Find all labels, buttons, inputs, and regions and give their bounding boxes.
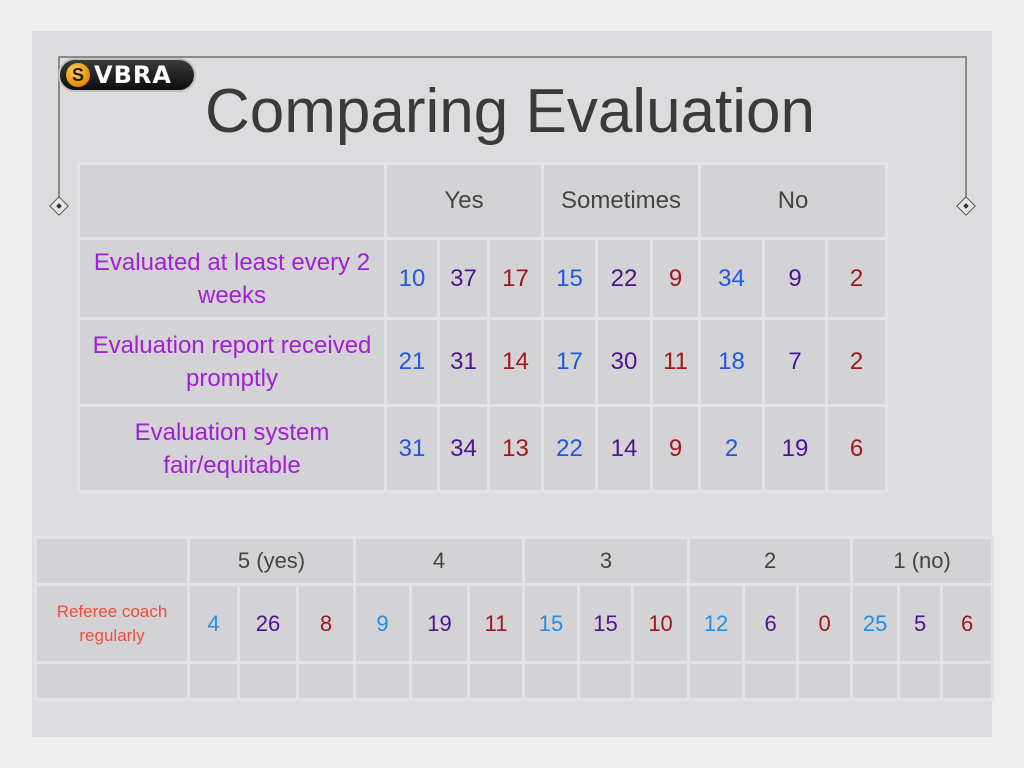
table-cell: 10 bbox=[384, 237, 440, 320]
table-cell: 6 bbox=[825, 404, 889, 493]
table-header-2: 2 bbox=[687, 536, 854, 586]
table-cell: 34 bbox=[437, 404, 490, 493]
table-row: Referee coach regularly 4 26 8 9 19 11 1… bbox=[34, 583, 995, 664]
table-row-empty bbox=[34, 661, 995, 701]
empty-cell bbox=[409, 661, 471, 701]
empty-cell bbox=[34, 661, 190, 701]
evaluation-comparison-table: Yes Sometimes No Evaluated at least ever… bbox=[77, 162, 889, 493]
empty-cell bbox=[742, 661, 800, 701]
table-cell: 5 bbox=[897, 583, 944, 664]
table-cell: 21 bbox=[384, 317, 440, 407]
table-cell: 31 bbox=[384, 404, 440, 493]
table-cell: 12 bbox=[687, 583, 746, 664]
table-cell: 31 bbox=[437, 317, 490, 407]
table-header-no: No bbox=[698, 162, 889, 240]
empty-cell bbox=[940, 661, 995, 701]
table-cell: 17 bbox=[541, 317, 599, 407]
table-cell: 0 bbox=[796, 583, 854, 664]
table-cell: 6 bbox=[940, 583, 995, 664]
table-header-3: 3 bbox=[522, 536, 691, 586]
empty-cell bbox=[467, 661, 526, 701]
table-cell: 15 bbox=[522, 583, 581, 664]
empty-cell bbox=[522, 661, 581, 701]
vbra-logo: S VBRA bbox=[58, 58, 196, 92]
table-cell: 26 bbox=[237, 583, 299, 664]
empty-cell bbox=[295, 661, 357, 701]
table-cell: 2 bbox=[825, 237, 889, 320]
row-label: Evaluation system fair/equitable bbox=[77, 404, 387, 493]
vbra-logo-icon: S bbox=[66, 63, 90, 87]
table-cell: 17 bbox=[486, 237, 545, 320]
table-cell: 9 bbox=[650, 404, 702, 493]
table-cell: 14 bbox=[486, 317, 545, 407]
table-cell: 2 bbox=[698, 404, 766, 493]
table-header-1-no: 1 (no) bbox=[850, 536, 995, 586]
table-cell: 11 bbox=[467, 583, 526, 664]
empty-cell bbox=[796, 661, 854, 701]
referee-coach-table: 5 (yes) 4 3 2 1 (no) Referee coach regul… bbox=[34, 536, 995, 701]
table-cell: 6 bbox=[742, 583, 800, 664]
table-cell: 9 bbox=[353, 583, 413, 664]
table-row: Evaluated at least every 2 weeks 10 37 1… bbox=[77, 237, 889, 320]
empty-cell bbox=[237, 661, 299, 701]
table-header-sometimes: Sometimes bbox=[541, 162, 702, 240]
table-cell: 9 bbox=[762, 237, 829, 320]
frame-right-line bbox=[965, 56, 967, 198]
table-cell: 18 bbox=[698, 317, 766, 407]
table-row: Evaluation report received promptly 21 3… bbox=[77, 317, 889, 407]
row-label: Evaluated at least every 2 weeks bbox=[77, 237, 387, 320]
empty-cell bbox=[897, 661, 944, 701]
table-cell: 19 bbox=[762, 404, 829, 493]
table-header-5-yes: 5 (yes) bbox=[186, 536, 357, 586]
table-cell: 8 bbox=[295, 583, 357, 664]
table-row: Evaluation system fair/equitable 31 34 1… bbox=[77, 404, 889, 493]
empty-cell bbox=[850, 661, 901, 701]
table-cell: 34 bbox=[698, 237, 766, 320]
table-header-4: 4 bbox=[353, 536, 526, 586]
empty-cell bbox=[631, 661, 691, 701]
table-cell: 13 bbox=[486, 404, 545, 493]
empty-cell bbox=[577, 661, 635, 701]
table-cell: 15 bbox=[541, 237, 599, 320]
table-cell: 30 bbox=[595, 317, 654, 407]
table-cell: 15 bbox=[577, 583, 635, 664]
table-cell: 7 bbox=[762, 317, 829, 407]
empty-cell bbox=[353, 661, 413, 701]
table-header-corner bbox=[77, 162, 387, 240]
table-cell: 19 bbox=[409, 583, 471, 664]
row-label: Referee coach regularly bbox=[34, 583, 190, 664]
table-header-yes: Yes bbox=[383, 162, 545, 240]
frame-top-line bbox=[58, 56, 966, 58]
vbra-logo-text: VBRA bbox=[94, 61, 172, 89]
slide-title: Comparing Evaluation bbox=[204, 77, 815, 146]
table-cell: 22 bbox=[595, 237, 654, 320]
empty-cell bbox=[687, 661, 746, 701]
table-cell: 9 bbox=[650, 237, 702, 320]
frame-left-line bbox=[58, 56, 60, 198]
table-cell: 11 bbox=[650, 317, 702, 407]
table-cell: 14 bbox=[595, 404, 654, 493]
row-label: Evaluation report received promptly bbox=[77, 317, 387, 407]
table-cell: 10 bbox=[631, 583, 691, 664]
table-cell: 2 bbox=[825, 317, 889, 407]
empty-cell bbox=[187, 661, 240, 701]
table-cell: 25 bbox=[850, 583, 901, 664]
table-cell: 37 bbox=[437, 237, 490, 320]
table-cell: 22 bbox=[541, 404, 599, 493]
table-cell: 4 bbox=[187, 583, 240, 664]
table-header-corner bbox=[34, 536, 190, 586]
